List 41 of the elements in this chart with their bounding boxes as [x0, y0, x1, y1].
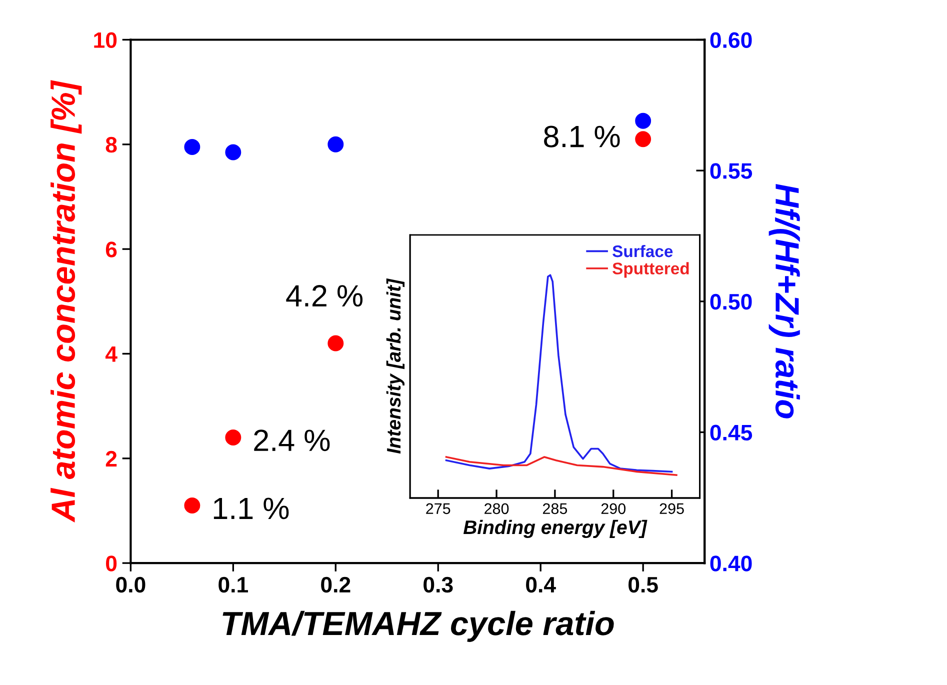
y-axis-title: Intensity [arb. unit] [386, 278, 404, 454]
x-tick-label: 0.3 [424, 576, 453, 593]
x-tick-label: 0.0 [116, 576, 146, 593]
y-tick-label: 8 [106, 136, 117, 153]
annotation: 8.1 % [544, 126, 620, 148]
x-axis-title: TMA/TEMAHZ cycle ratio [222, 610, 614, 642]
x-tick-label: 0.5 [628, 576, 658, 593]
legend-label: Surface [612, 244, 673, 258]
legend-label: Sputtered [612, 262, 689, 278]
annotation: 1.1 % [214, 498, 289, 520]
x-tick-label: 285 [542, 503, 568, 514]
x-tick-label: 290 [601, 503, 626, 514]
x-tick-label: 280 [484, 503, 509, 514]
annotation: 4.2 % [286, 285, 363, 307]
point [635, 112, 652, 129]
x-tick-label: 275 [426, 503, 450, 514]
x-tick-label: 0.4 [526, 576, 556, 593]
y-tick-label: 6 [106, 242, 117, 258]
y-tick-label: 2 [106, 450, 117, 466]
x-tick-label: 295 [660, 503, 684, 514]
x-tick-label: 0.1 [218, 576, 248, 593]
x-axis-title: Binding energy [eV] [463, 520, 648, 538]
y-tick-label: 0 [106, 556, 117, 572]
point [184, 498, 200, 514]
point [328, 136, 344, 152]
x-tick-label: 0.2 [321, 576, 350, 593]
annotation: 2.4 % [254, 430, 330, 452]
y-tick-label: 10 [94, 32, 117, 48]
point [328, 335, 344, 352]
y2-tick-label: 0.40 [710, 556, 752, 572]
y2-tick-label: 0.45 [710, 424, 752, 441]
y2-tick-label: 0.50 [710, 294, 752, 310]
y2-tick-label: 0.60 [710, 32, 752, 48]
y2-tick-label: 0.55 [710, 163, 752, 179]
y-axis-title: Al atomic concentration [%] [50, 80, 82, 522]
y2-axis-title: Hf/(Hf+Zr) ratio [768, 184, 800, 418]
point [635, 131, 652, 148]
point [184, 139, 200, 155]
point [225, 429, 242, 446]
point [225, 144, 242, 160]
y-tick-label: 4 [105, 346, 118, 362]
